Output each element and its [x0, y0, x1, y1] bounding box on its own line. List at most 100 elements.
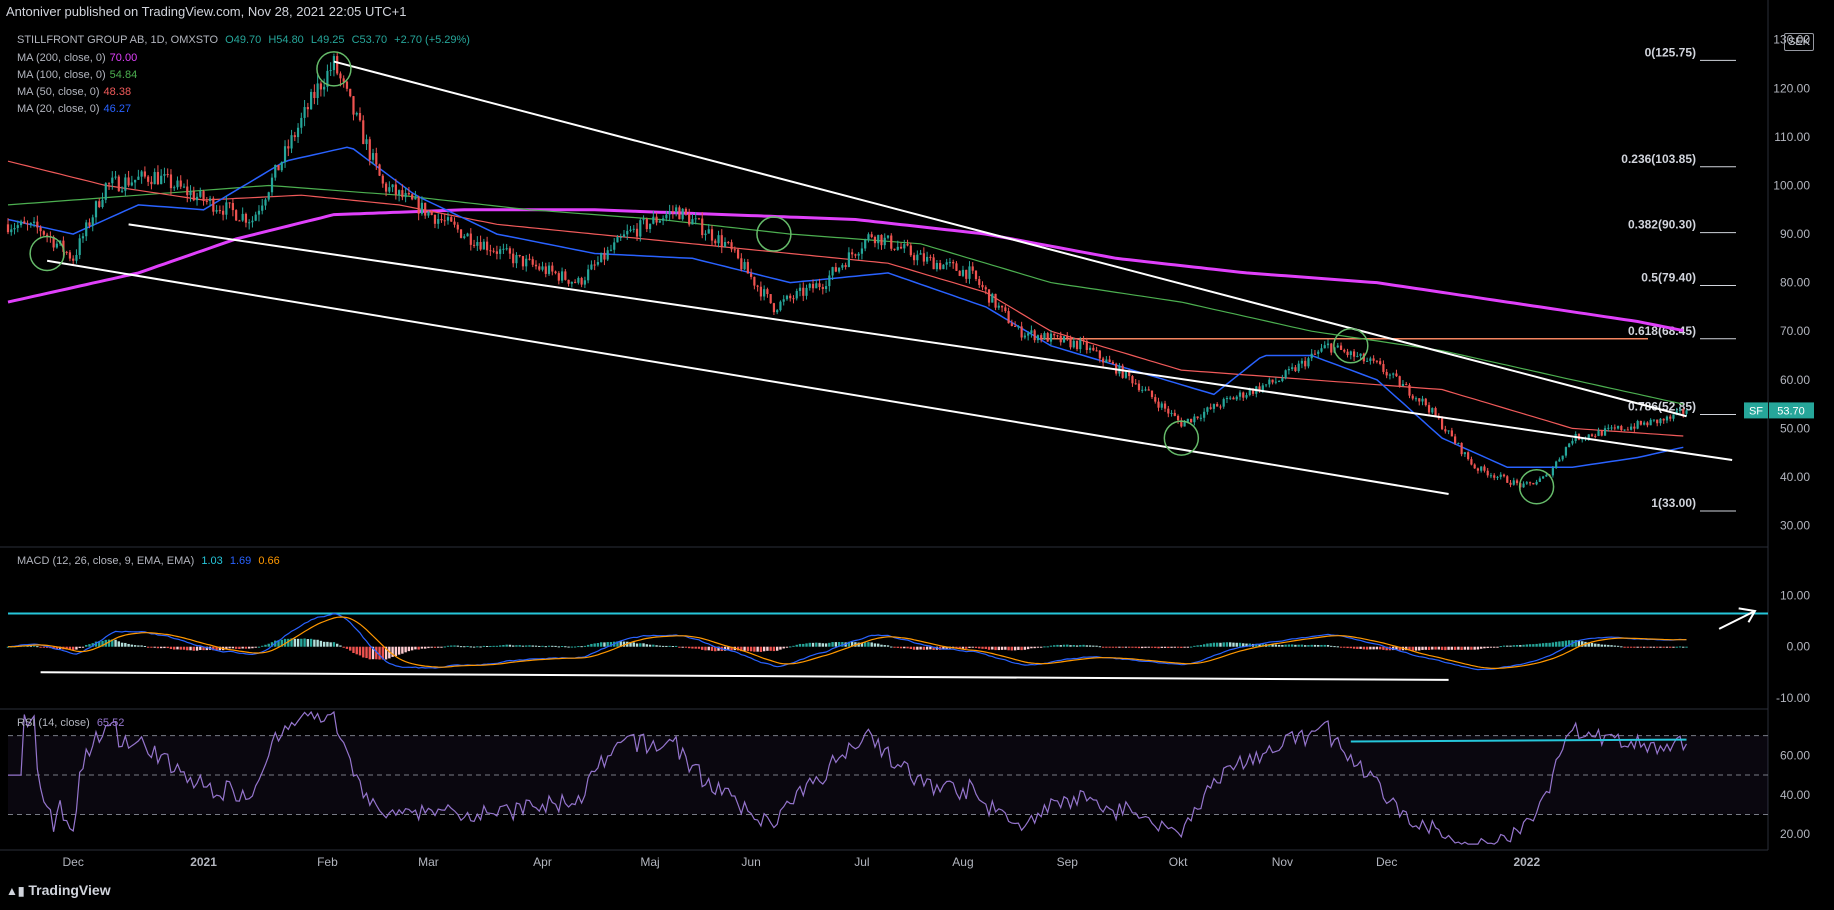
candle-body-198 — [652, 216, 655, 224]
macd-hist-15 — [55, 646, 59, 650]
candle-body-254 — [834, 267, 837, 272]
ma20-value: 46.27 — [103, 103, 132, 115]
candle-body-448 — [1467, 452, 1470, 460]
candle-body-42 — [143, 171, 146, 177]
candle-body-82 — [274, 164, 277, 178]
candle-body-491 — [1607, 427, 1610, 429]
macd-hist-320 — [1049, 645, 1053, 647]
candle-body-66 — [222, 210, 225, 215]
macd-hist-444 — [1453, 646, 1457, 650]
ma20-label: MA (20, close, 0) — [17, 103, 100, 115]
macd-hist-207 — [681, 646, 684, 648]
candle-body-10 — [39, 227, 42, 232]
candle-body-479 — [1568, 443, 1571, 448]
candle-body-103 — [342, 78, 345, 82]
candle-body-44 — [150, 181, 153, 185]
candle-body-239 — [785, 295, 789, 300]
macd-hist-500 — [1636, 646, 1639, 648]
macd-hist-462 — [1512, 645, 1515, 647]
candle-body-11 — [42, 231, 45, 235]
macd-hist-48 — [163, 646, 166, 649]
macd-hist-116 — [384, 646, 388, 660]
macd-hist-476 — [1558, 641, 1561, 647]
candle-body-421 — [1379, 361, 1382, 365]
rsi-legend: RSI (14, close) 65.52 — [17, 717, 128, 729]
ma100-label: MA (100, close, 0) — [17, 69, 106, 81]
macd-hist-175 — [577, 646, 580, 648]
macd-hist-384 — [1258, 644, 1261, 647]
macd-hist-212 — [697, 646, 701, 649]
candle-body-285 — [935, 262, 938, 270]
macd-hist-177 — [583, 645, 587, 647]
candle-body-199 — [655, 216, 658, 223]
macd-hist-182 — [599, 642, 603, 647]
candle-body-104 — [345, 81, 349, 89]
ma100-value: 54.84 — [109, 69, 138, 81]
candle-body-64 — [215, 210, 218, 212]
macd-hist-507 — [1659, 646, 1662, 648]
candle-body-377 — [1235, 396, 1238, 400]
candle-body-257 — [844, 265, 847, 267]
candle-body-140 — [463, 236, 466, 238]
candle-body-335 — [1098, 350, 1101, 359]
candle-body-231 — [759, 286, 762, 297]
macd-signal-value: 0.66 — [258, 555, 280, 567]
candle-body-333 — [1092, 347, 1095, 351]
macd-hist-509 — [1665, 646, 1669, 648]
candle-body-14 — [52, 237, 55, 248]
candles — [6, 52, 1688, 491]
macd-hist-429 — [1405, 646, 1408, 651]
macd-hist-405 — [1326, 644, 1330, 647]
macd-hist-423 — [1385, 646, 1388, 651]
candle-body-172 — [567, 279, 570, 284]
rsi-trend-line — [1350, 738, 1687, 743]
macd-hist-129 — [427, 646, 430, 649]
macd-hist-64 — [215, 646, 218, 651]
candle-body-149 — [492, 250, 495, 252]
macd-hist-95 — [316, 639, 319, 647]
x-tick-8: Aug — [952, 855, 973, 869]
macd-hist-31 — [107, 639, 111, 647]
candle-body-374 — [1225, 397, 1229, 400]
macd-hist-324 — [1062, 644, 1066, 647]
macd-hist-123 — [407, 646, 411, 652]
macd-hist-443 — [1450, 646, 1454, 650]
candle-body-68 — [228, 202, 231, 204]
candle-body-268 — [880, 234, 883, 246]
candle-body-57 — [192, 191, 195, 201]
candle-body-392 — [1284, 370, 1287, 379]
macd-hist-418 — [1369, 646, 1372, 650]
macd-hist-312 — [1023, 646, 1027, 650]
swing-circle-3 — [756, 216, 792, 252]
macd-hist-338 — [1108, 646, 1111, 648]
fib-label-2: 0.382(90.30) — [1628, 218, 1696, 232]
candle-body-461 — [1509, 482, 1512, 485]
macd-hist-357 — [1170, 646, 1173, 648]
macd-hist-472 — [1545, 642, 1548, 647]
candle-body-97 — [323, 86, 326, 90]
macd-hist-169 — [557, 646, 561, 648]
macd-hist-446 — [1460, 646, 1463, 650]
candle-body-51 — [173, 187, 176, 189]
candle-body-90 — [300, 117, 303, 128]
candle-body-180 — [593, 264, 596, 266]
macd-hist-364 — [1193, 645, 1196, 647]
macd-hist-461 — [1509, 645, 1512, 647]
macd-hist-61 — [205, 646, 209, 651]
macd-hist-79 — [264, 644, 267, 647]
macd-hist-109 — [362, 646, 365, 658]
candle-body-440 — [1440, 418, 1444, 430]
macd-hist-29 — [101, 640, 104, 647]
macd-hist-372 — [1219, 642, 1222, 647]
macd-hist-151 — [498, 645, 502, 647]
macd-hist-14 — [52, 646, 55, 649]
macd-hist-179 — [590, 643, 593, 647]
candle-body-338 — [1108, 359, 1111, 363]
candle-body-247 — [811, 283, 815, 289]
macd-hist-135 — [446, 645, 450, 647]
macd-hist-160 — [528, 645, 531, 647]
candle-body-438 — [1434, 408, 1437, 417]
rsi-tick-0: 60.00 — [1780, 748, 1810, 762]
currency-badge[interactable]: SEK — [1784, 33, 1814, 51]
